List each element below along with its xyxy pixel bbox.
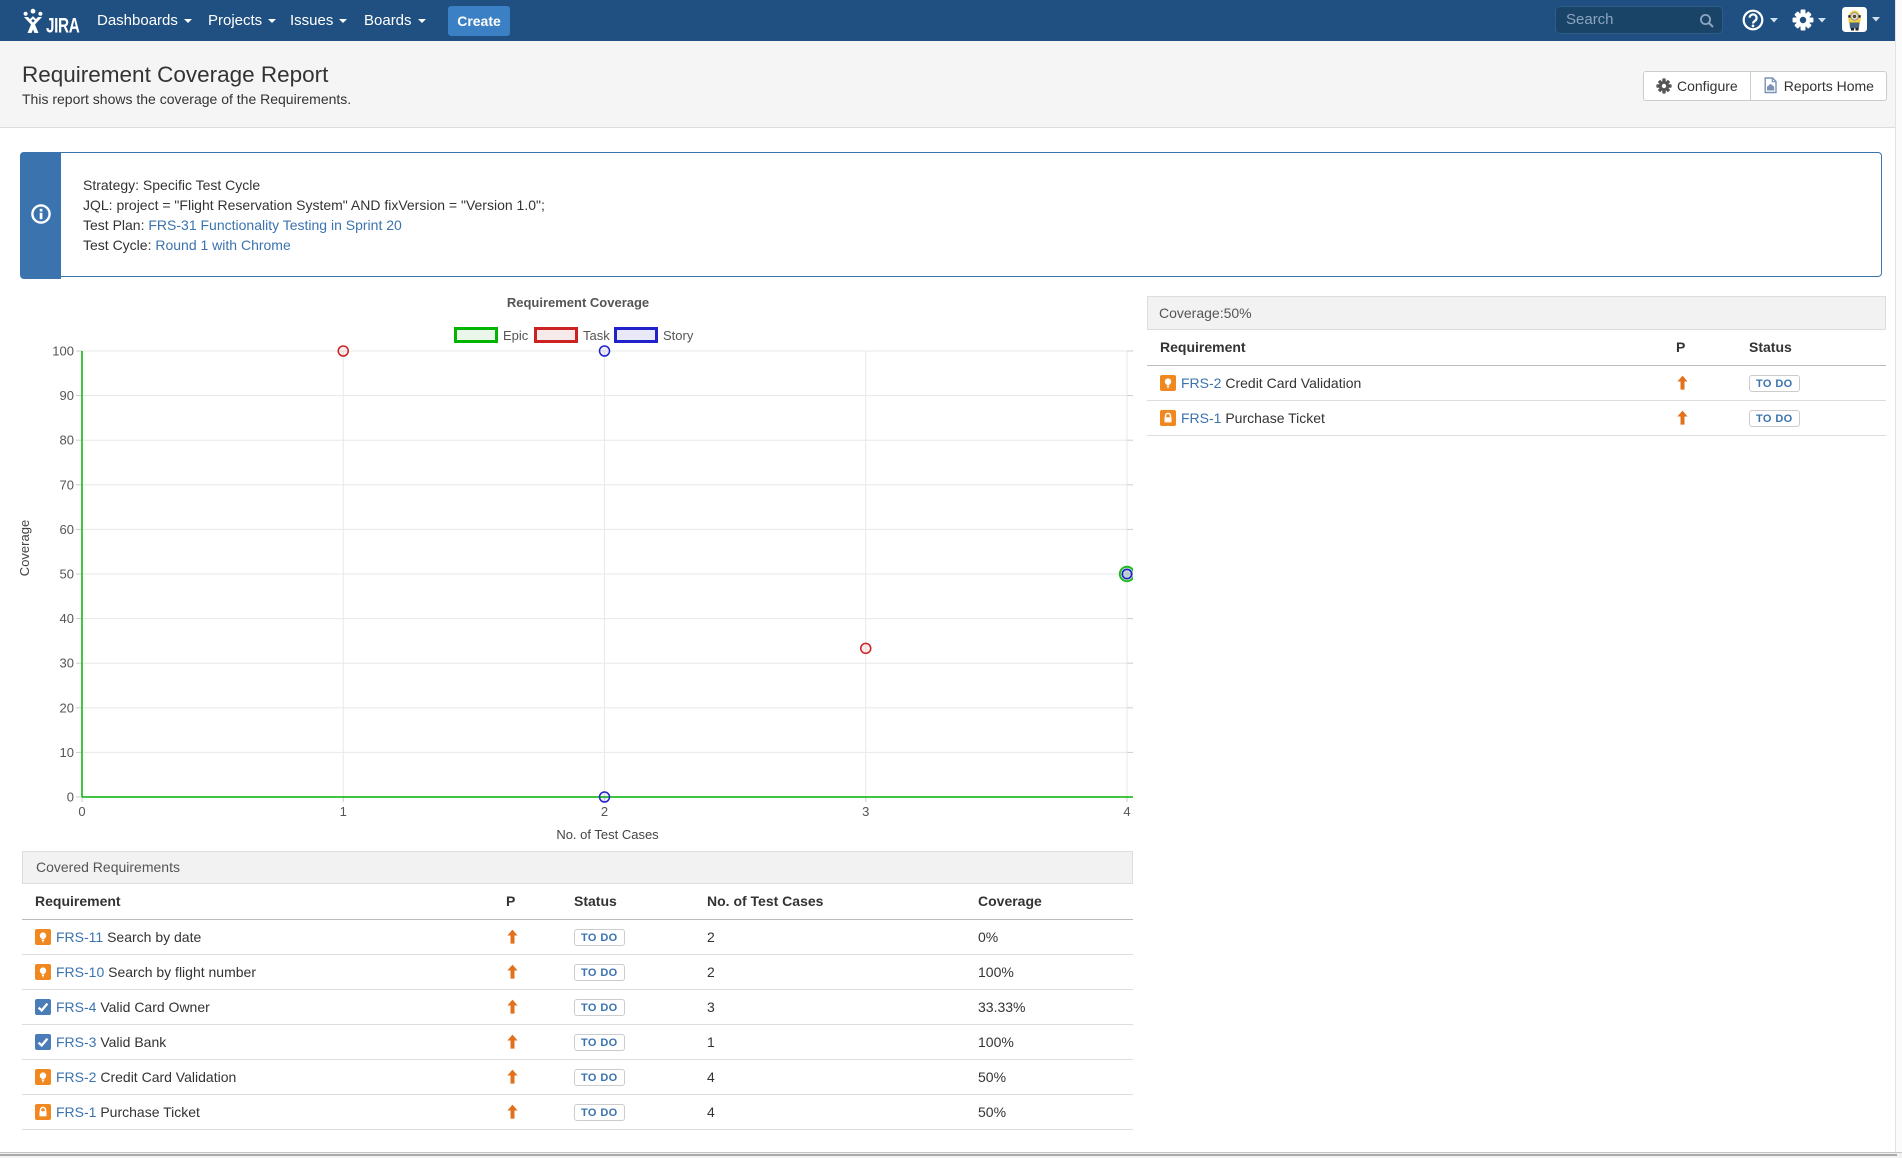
svg-text:2: 2 (601, 804, 608, 819)
svg-text:70: 70 (60, 477, 74, 492)
svg-text:Coverage: Coverage (20, 520, 32, 576)
svg-text:90: 90 (60, 388, 74, 403)
svg-text:3: 3 (862, 804, 869, 819)
svg-text:60: 60 (60, 522, 74, 537)
svg-text:Requirement Coverage: Requirement Coverage (507, 295, 649, 310)
svg-text:0: 0 (78, 804, 85, 819)
svg-text:JIRA: JIRA (46, 13, 80, 34)
svg-text:100: 100 (52, 344, 74, 359)
svg-text:30: 30 (60, 656, 74, 671)
svg-text:80: 80 (60, 433, 74, 448)
svg-text:Task: Task (583, 328, 610, 343)
svg-text:10: 10 (60, 745, 74, 760)
svg-text:4: 4 (1123, 804, 1130, 819)
svg-text:0: 0 (67, 790, 74, 805)
svg-text:50: 50 (60, 567, 74, 582)
svg-text:No. of Test Cases: No. of Test Cases (556, 827, 659, 842)
svg-text:Epic: Epic (503, 328, 529, 343)
svg-text:40: 40 (60, 611, 74, 626)
svg-text:1: 1 (340, 804, 347, 819)
svg-text:Story: Story (663, 328, 694, 343)
svg-text:20: 20 (60, 700, 74, 715)
